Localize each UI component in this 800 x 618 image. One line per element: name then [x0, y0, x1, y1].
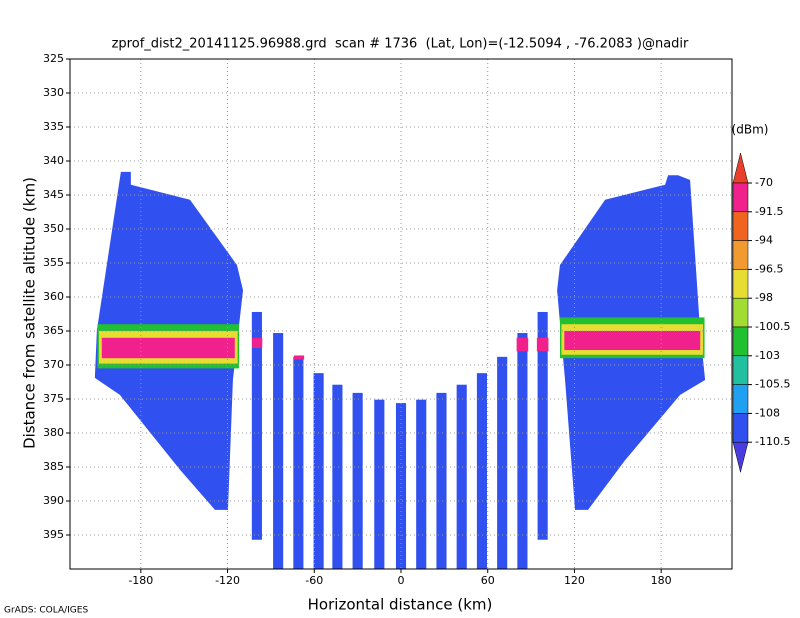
colorbar-label: -96.5	[755, 262, 783, 275]
colorbar-unit: (dBm)	[732, 123, 769, 137]
colorbar-label: -100.5	[755, 320, 790, 333]
echo-column	[251, 311, 262, 540]
echo-patch	[564, 331, 701, 351]
colorbar-label: -108	[755, 406, 780, 419]
echo-patch	[101, 337, 235, 359]
y-tick-label: 380	[43, 426, 64, 439]
echo-column	[352, 392, 363, 569]
x-tick-label: -60	[305, 574, 323, 587]
echo-column	[497, 356, 508, 569]
y-tick-label: 370	[43, 358, 64, 371]
x-tick-label: -180	[128, 574, 153, 587]
echo-column	[537, 311, 548, 540]
colorbar-box	[732, 413, 749, 443]
chart-title: zprof_dist2_20141125.96988.grd scan # 17…	[112, 37, 689, 52]
colorbar-box	[732, 326, 749, 357]
y-tick-label: 365	[43, 324, 64, 337]
colorbar-box	[732, 297, 749, 328]
y-tick-label: 385	[43, 460, 64, 473]
echo-column	[517, 333, 528, 569]
echo-patch	[536, 337, 549, 352]
colorbar-label: -94	[755, 234, 773, 247]
colorbar-arrow	[732, 441, 749, 473]
colorbar-box	[732, 384, 749, 414]
colorbar-arrow	[732, 152, 749, 184]
colorbar-box	[732, 355, 749, 385]
colorbar-box	[732, 211, 749, 241]
echo-column	[436, 392, 447, 569]
y-axis-label: Distance from satellite altitude (km)	[21, 177, 39, 449]
colorbar-box	[732, 269, 749, 299]
x-tick-label: 60	[481, 574, 495, 587]
y-tick-label: 330	[43, 86, 64, 99]
y-tick-label: 375	[43, 392, 64, 405]
echo-column	[293, 356, 304, 569]
echo-column	[374, 399, 385, 569]
y-tick-label: 390	[43, 494, 64, 507]
echo-column	[456, 384, 467, 569]
y-tick-label: 355	[43, 256, 64, 269]
y-tick-label: 345	[43, 188, 64, 201]
echo-column	[313, 373, 324, 569]
y-tick-label: 360	[43, 290, 64, 303]
y-tick-label: 350	[43, 222, 64, 235]
echo-column	[332, 384, 343, 569]
x-tick-label: 0	[398, 574, 405, 587]
echo-column	[416, 399, 427, 569]
y-tick-label: 395	[43, 528, 64, 541]
colorbar-label: -103	[755, 349, 780, 362]
colorbar-box	[732, 240, 749, 270]
colorbar-label: -105.5	[755, 378, 790, 391]
y-tick-label: 335	[43, 120, 64, 133]
plot-frame	[69, 58, 733, 570]
echo-column	[476, 373, 488, 569]
colorbar-label: -98	[755, 291, 773, 304]
echo-column	[395, 403, 407, 569]
y-tick-label: 340	[43, 154, 64, 167]
y-tick-label: 325	[43, 52, 64, 65]
x-tick-label: 120	[564, 574, 585, 587]
x-tick-label: -120	[215, 574, 240, 587]
x-tick-label: 180	[651, 574, 672, 587]
echo-patch	[294, 355, 305, 360]
colorbar-label: -110.5	[755, 435, 790, 448]
echo-patch	[252, 337, 263, 348]
credit: GrADS: COLA/IGES	[4, 606, 88, 616]
colorbar-label: -91.5	[755, 205, 783, 218]
colorbar-box	[732, 182, 749, 213]
colorbar-label: -70	[755, 176, 773, 189]
echo-patch	[516, 337, 529, 352]
echo-column	[273, 333, 284, 569]
x-axis-label: Horizontal distance (km)	[308, 596, 493, 614]
